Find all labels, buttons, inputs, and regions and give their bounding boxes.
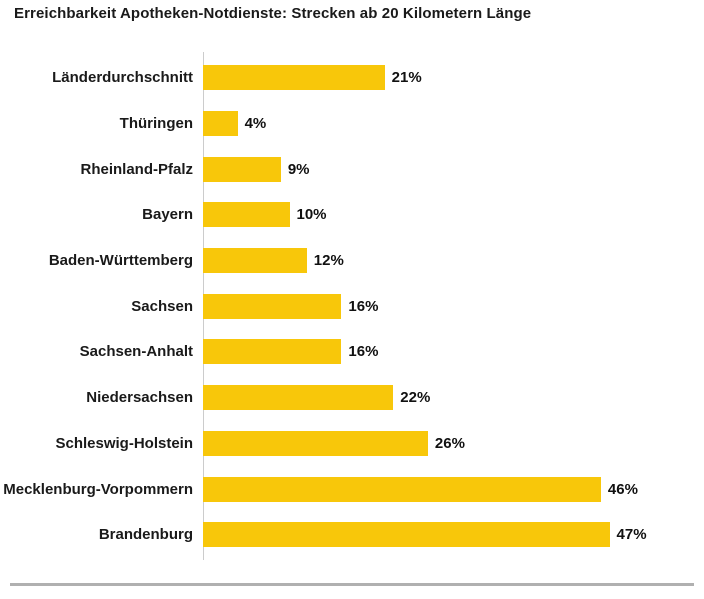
- category-label: Sachsen-Anhalt: [79, 343, 193, 361]
- bar: [203, 111, 238, 137]
- value-label: 9%: [287, 160, 310, 178]
- bar: [203, 522, 610, 548]
- bar-row: Thüringen 4%: [0, 101, 704, 147]
- category-label: Mecklenburg-Vorpommern: [3, 480, 193, 498]
- bar-row: Bayern 10%: [0, 192, 704, 238]
- plot-area: Länderdurchschnitt 21% Thüringen 4% Rhei…: [0, 52, 704, 562]
- value-label: 10%: [296, 206, 327, 224]
- value-label: 46%: [607, 480, 638, 498]
- bar-row: Mecklenburg-Vorpommern 46%: [0, 466, 704, 512]
- value-label: 4%: [244, 115, 267, 133]
- category-label: Schleswig-Holstein: [55, 434, 193, 452]
- category-label: Bayern: [142, 206, 193, 224]
- bar: [203, 65, 385, 91]
- category-label: Baden-Württemberg: [48, 252, 193, 270]
- bar: [203, 339, 342, 365]
- bar: [203, 248, 307, 274]
- bar-rows: Länderdurchschnitt 21% Thüringen 4% Rhei…: [0, 55, 704, 558]
- bar: [203, 293, 342, 319]
- bar-row: Rheinland-Pfalz 9%: [0, 146, 704, 192]
- category-label: Thüringen: [119, 115, 193, 133]
- chart-title: Erreichbarkeit Apotheken-Notdienste: Str…: [14, 5, 532, 22]
- value-label: 26%: [434, 434, 465, 452]
- value-label: 16%: [348, 343, 379, 361]
- bar: [203, 430, 428, 456]
- bar-row: Niedersachsen 22%: [0, 375, 704, 421]
- value-label: 21%: [391, 69, 422, 87]
- bar-row: Sachsen-Anhalt 16%: [0, 329, 704, 375]
- bar: [203, 476, 601, 502]
- category-label: Rheinland-Pfalz: [80, 160, 193, 178]
- category-label: Niedersachsen: [86, 389, 193, 407]
- bar: [203, 385, 394, 411]
- value-label: 47%: [616, 526, 647, 544]
- bar-row: Sachsen 16%: [0, 283, 704, 329]
- bar-row: Schleswig-Holstein 26%: [0, 421, 704, 467]
- category-label: Länderdurchschnitt: [52, 69, 193, 87]
- bar: [203, 156, 281, 182]
- category-label: Sachsen: [131, 297, 193, 315]
- value-label: 22%: [400, 389, 431, 407]
- bar-row: Baden-Württemberg 12%: [0, 238, 704, 284]
- value-label: 16%: [348, 297, 379, 315]
- bar: [203, 202, 290, 228]
- bottom-divider: [10, 583, 694, 586]
- value-label: 12%: [313, 252, 344, 270]
- bar-row: Brandenburg 47%: [0, 512, 704, 558]
- bar-row: Länderdurchschnitt 21%: [0, 55, 704, 101]
- category-label: Brandenburg: [98, 526, 193, 544]
